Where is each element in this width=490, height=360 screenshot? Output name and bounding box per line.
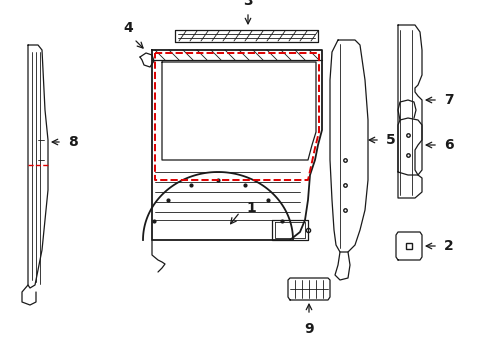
Text: 4: 4 [123,21,133,35]
Text: 6: 6 [444,138,454,152]
Text: 2: 2 [444,239,454,253]
Text: 5: 5 [386,133,396,147]
Text: 3: 3 [243,0,253,8]
Text: 9: 9 [304,322,314,336]
Text: 7: 7 [444,93,454,107]
Text: 8: 8 [68,135,78,149]
Text: 1: 1 [246,201,256,215]
